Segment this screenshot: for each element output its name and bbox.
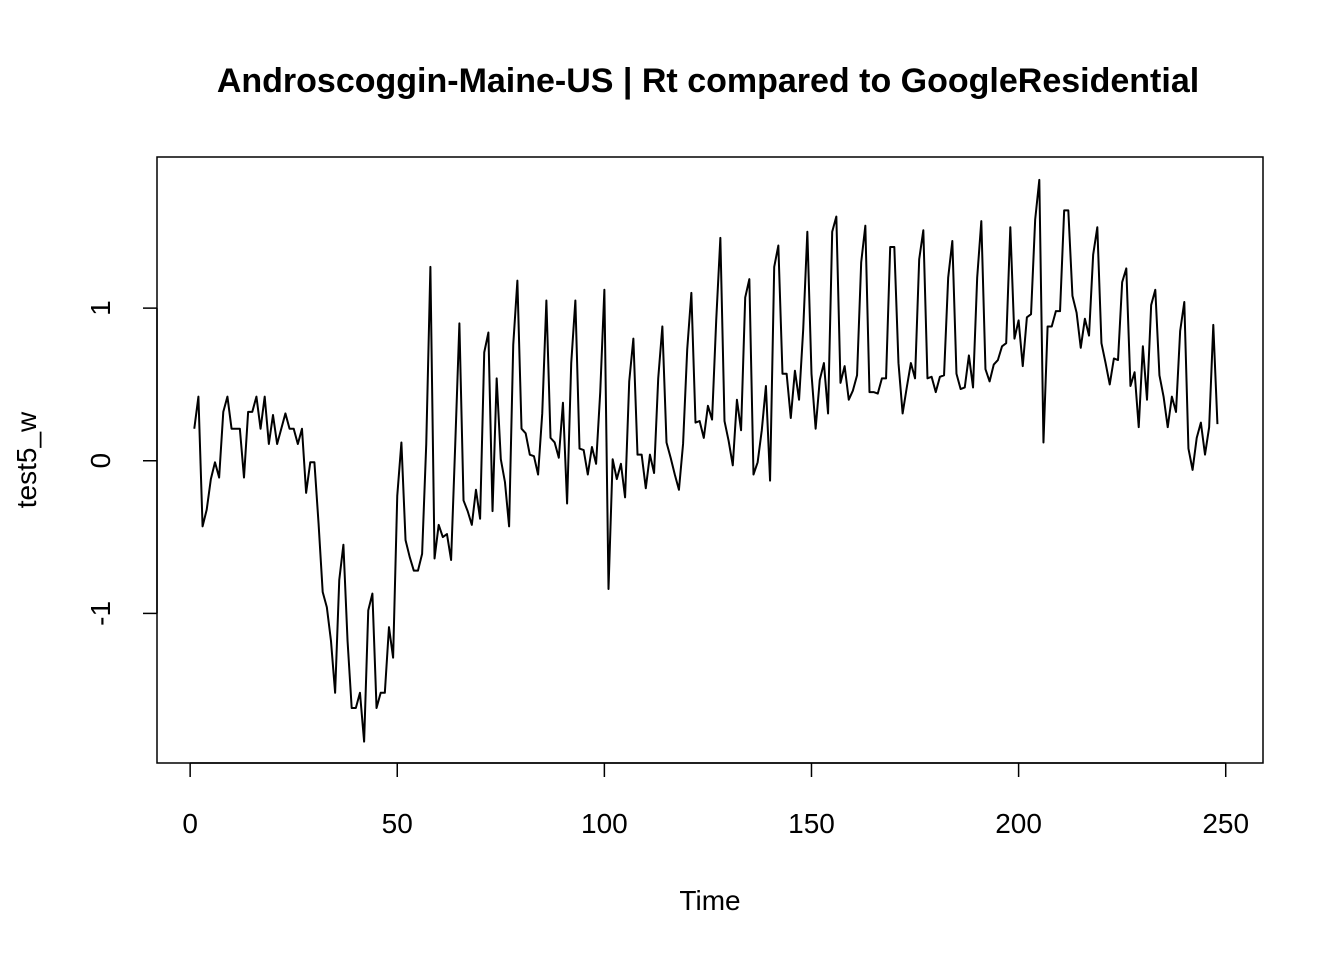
x-tick-label: 200 — [995, 808, 1042, 839]
x-axis: 0 50 100 150 200 250 — [182, 762, 1249, 839]
series-line — [193, 178, 1219, 743]
y-tick-label: -1 — [85, 601, 116, 626]
y-axis-label: test5_w — [11, 411, 42, 508]
chart-title: Androscoggin-Maine-US | Rt compared to G… — [217, 62, 1199, 100]
x-tick-label: 250 — [1202, 808, 1249, 839]
x-tick-label: 150 — [788, 808, 835, 839]
y-tick-label: 1 — [85, 300, 116, 316]
x-tick-label: 100 — [581, 808, 628, 839]
x-axis-label: Time — [679, 885, 740, 916]
y-tick-label: 0 — [85, 453, 116, 469]
x-tick-label: 0 — [182, 808, 198, 839]
y-axis: -1 0 1 — [85, 300, 158, 626]
x-tick-label: 50 — [382, 808, 413, 839]
